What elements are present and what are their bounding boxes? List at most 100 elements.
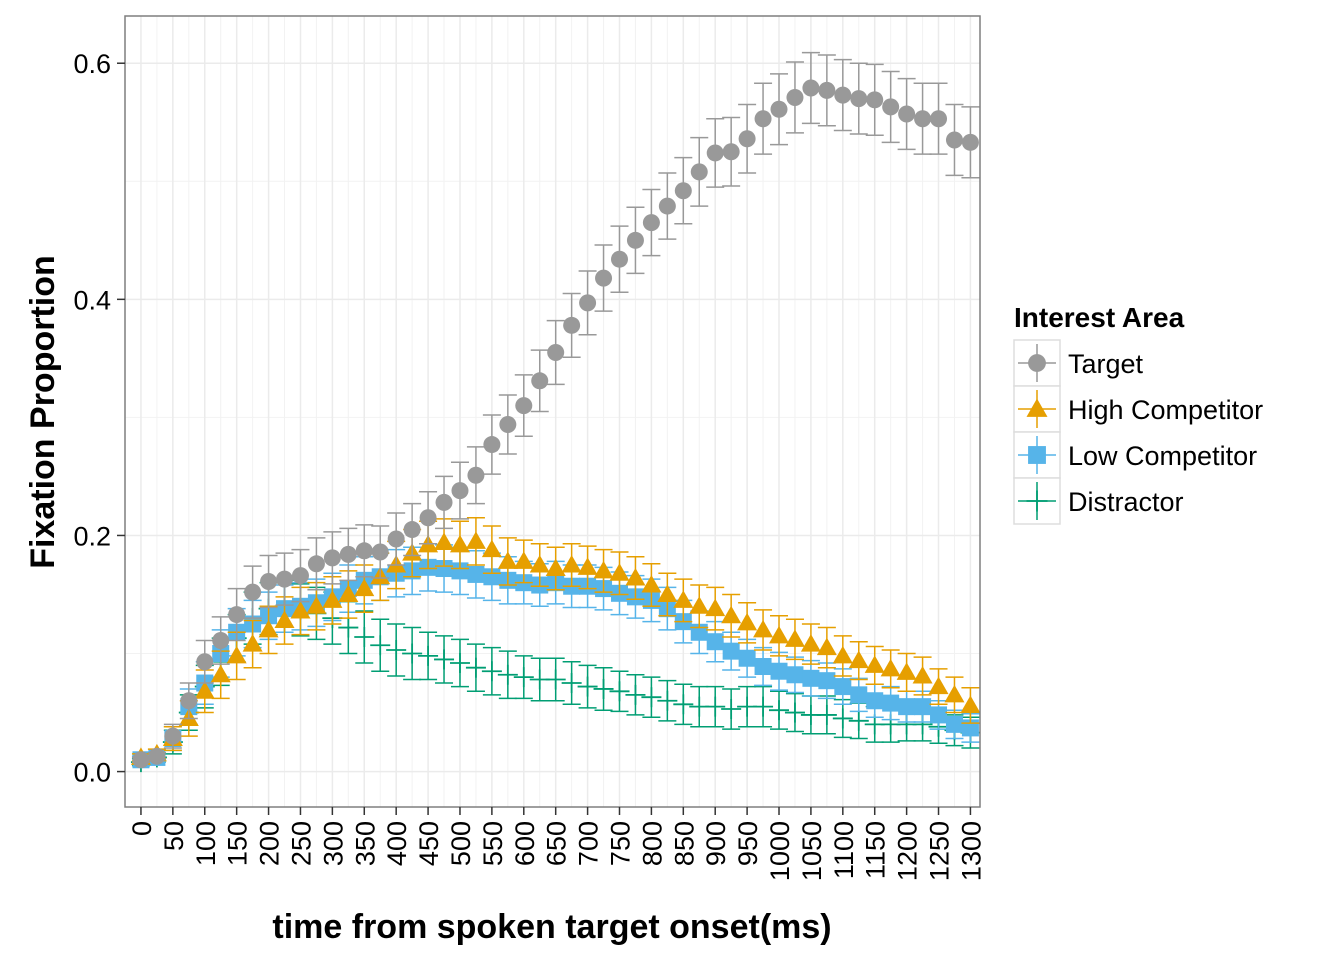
data-point bbox=[529, 554, 550, 573]
data-point bbox=[705, 696, 726, 717]
data-point bbox=[912, 665, 933, 684]
data-point bbox=[593, 560, 614, 579]
data-point bbox=[848, 710, 869, 731]
data-point bbox=[497, 664, 518, 685]
data-point bbox=[770, 662, 788, 680]
data-point bbox=[706, 633, 724, 651]
data-point bbox=[307, 555, 325, 573]
data-point bbox=[196, 653, 214, 671]
data-point bbox=[531, 372, 549, 390]
data-point bbox=[866, 91, 884, 109]
data-point bbox=[513, 667, 534, 688]
data-point bbox=[274, 610, 295, 628]
data-point bbox=[960, 695, 981, 713]
data-point bbox=[563, 316, 581, 334]
data-point bbox=[593, 678, 614, 699]
x-tick-label: 600 bbox=[510, 821, 540, 866]
data-point bbox=[786, 88, 804, 106]
data-point bbox=[338, 584, 359, 602]
x-tick-label: 1050 bbox=[797, 821, 827, 881]
data-point bbox=[721, 699, 742, 720]
data-point bbox=[689, 596, 710, 614]
data-point bbox=[642, 214, 660, 232]
x-tick-label: 300 bbox=[318, 821, 348, 866]
data-point bbox=[228, 606, 246, 624]
data-point bbox=[864, 655, 885, 673]
plot-panel bbox=[125, 16, 980, 807]
data-point bbox=[770, 100, 788, 118]
data-point bbox=[674, 182, 692, 200]
x-tick-label: 150 bbox=[223, 821, 253, 866]
x-tick-label: 1150 bbox=[861, 821, 891, 879]
data-point bbox=[545, 558, 566, 577]
data-point bbox=[753, 696, 774, 717]
legend-item: Distractor bbox=[1013, 477, 1184, 525]
data-point bbox=[882, 98, 900, 116]
data-point bbox=[276, 570, 294, 588]
data-point bbox=[258, 619, 279, 638]
data-point bbox=[561, 673, 582, 694]
x-tick-label: 450 bbox=[414, 821, 444, 866]
data-point bbox=[738, 130, 756, 148]
data-point bbox=[705, 598, 726, 617]
data-point bbox=[722, 642, 740, 660]
x-tick-label: 200 bbox=[255, 821, 285, 866]
data-point bbox=[848, 650, 869, 669]
data-point bbox=[545, 669, 566, 690]
data-point bbox=[481, 661, 502, 682]
legend: Interest Area Target High Competitor Low C… bbox=[1013, 302, 1263, 525]
series-target bbox=[131, 51, 980, 769]
data-point bbox=[690, 163, 708, 181]
y-tick-label: 0.0 bbox=[73, 758, 111, 788]
data-point bbox=[465, 657, 486, 678]
data-point bbox=[882, 694, 900, 712]
x-tick-label: 850 bbox=[669, 821, 699, 866]
data-point bbox=[898, 105, 916, 123]
data-point bbox=[467, 466, 485, 484]
data-point bbox=[928, 676, 949, 695]
data-point bbox=[354, 626, 375, 647]
data-point bbox=[914, 110, 932, 128]
data-point bbox=[434, 532, 455, 551]
data-point bbox=[706, 144, 724, 162]
data-point bbox=[834, 86, 852, 104]
data-point bbox=[914, 698, 932, 716]
data-point bbox=[132, 751, 150, 769]
y-tick-label: 0.4 bbox=[73, 285, 111, 315]
data-point bbox=[148, 747, 166, 765]
data-point bbox=[499, 415, 517, 433]
data-point bbox=[418, 645, 439, 666]
legend-title: Interest Area bbox=[1014, 302, 1185, 333]
data-point bbox=[641, 687, 662, 708]
x-tick-label: 800 bbox=[637, 821, 667, 866]
legend-item: Low Competitor bbox=[1013, 431, 1257, 479]
data-point bbox=[226, 645, 247, 664]
legend-marker bbox=[1026, 490, 1048, 512]
legend-label: High Competitor bbox=[1068, 395, 1263, 425]
data-point bbox=[403, 521, 421, 539]
data-point bbox=[434, 649, 455, 670]
data-point bbox=[832, 645, 853, 664]
data-point bbox=[786, 666, 804, 684]
plot-border bbox=[124, 15, 981, 808]
data-point bbox=[513, 551, 534, 569]
data-point bbox=[800, 634, 821, 652]
x-tick-label: 350 bbox=[350, 821, 380, 866]
data-point bbox=[194, 681, 215, 699]
legend-marker bbox=[1028, 446, 1046, 464]
x-tick-label: 1100 bbox=[829, 821, 859, 879]
axes: 0.00.20.40.60 50 100 150 200 250 300 350 400 450 5… bbox=[73, 15, 986, 881]
legend-item: High Competitor bbox=[1013, 385, 1263, 433]
x-tick-label: 50 bbox=[159, 821, 189, 851]
x-tick-label: 900 bbox=[701, 821, 731, 866]
data-point bbox=[945, 131, 963, 149]
data-point bbox=[449, 534, 470, 553]
data-point bbox=[769, 700, 790, 721]
data-point bbox=[850, 686, 868, 704]
data-point bbox=[451, 562, 469, 580]
data-point bbox=[657, 690, 678, 711]
data-point bbox=[625, 567, 646, 586]
data-point bbox=[419, 509, 437, 527]
legend-label: Distractor bbox=[1068, 487, 1184, 517]
y-axis-title: Fixation Proportion bbox=[24, 255, 62, 569]
